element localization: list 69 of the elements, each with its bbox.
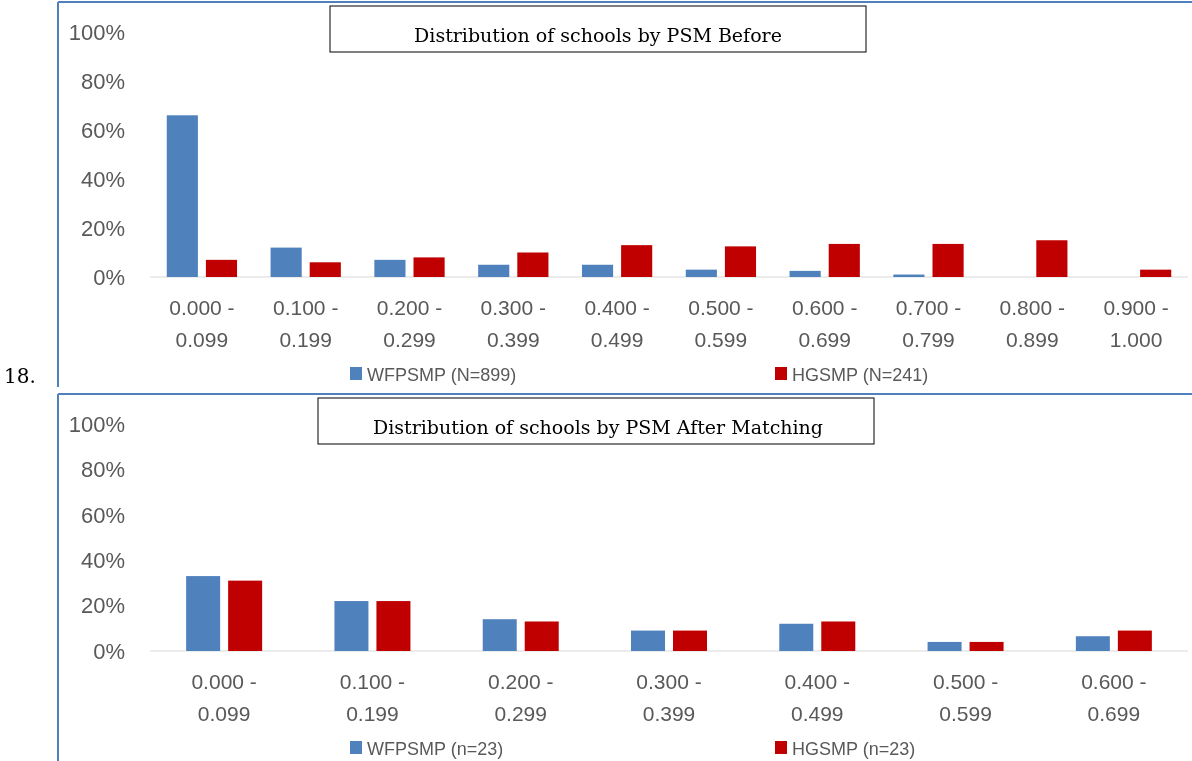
bar [186,576,221,651]
bar [1140,269,1172,277]
legend-label: HGSMP (n=23) [792,739,916,759]
bar [1117,630,1152,651]
bar [1036,240,1068,277]
bar [969,641,1004,651]
title-box: Distribution of schools by PSM After Matching [317,397,875,445]
bar [309,262,341,277]
x-tick-label: 0.500 - 0.599 [932,670,999,725]
y-tick-label: 80% [80,68,125,94]
x-tick-label: 0.100 - 0.199 [339,670,406,725]
legend-label: WFPSMP (n=23) [367,739,504,759]
bar [166,115,198,277]
bar [1075,636,1110,651]
bar [631,630,665,651]
bar [334,601,369,651]
bar [779,623,814,651]
bar [927,641,962,651]
bar [517,252,549,277]
bar [376,601,411,651]
bar [478,264,510,277]
y-tick-label: 40% [80,166,125,192]
x-tick-label: 0.100 - 0.199 [273,296,339,351]
bar [673,630,707,651]
y-tick-label: 40% [80,547,125,573]
x-tick-label: 0.600 - 0.699 [1081,670,1147,725]
bar [685,269,717,277]
y-tick-label: 60% [80,117,125,143]
bar [621,245,653,277]
bar [205,259,238,277]
x-tick-label: 0.000 - 0.099 [169,296,235,351]
text: 18. [4,364,36,388]
x-tick-label: 0.200 - 0.299 [376,296,443,351]
bar [374,259,406,277]
x-tick-label: 0.800 - 0.899 [999,296,1065,351]
x-tick-label: 0.400 - 0.499 [584,296,650,351]
bar [821,621,856,651]
chart-title: Distribution of schools by PSM Before [414,24,782,46]
legend-label: HGSMP (N=241) [792,365,929,385]
bar [789,270,821,277]
x-tick-label: 0.000 - 0.099 [191,670,257,725]
x-tick-label: 0.600 - 0.699 [792,296,858,351]
bar [581,264,614,277]
bar [524,621,559,651]
x-tick-label: 0.500 - 0.599 [688,296,754,351]
bar [228,580,263,651]
y-tick-label: 100% [68,19,125,45]
bar [828,243,860,277]
y-tick-label: 100% [68,411,125,437]
bar [482,619,517,651]
y-tick-label: 60% [80,502,125,528]
bar [724,246,757,277]
x-tick-label: 0.900 - 1.000 [1103,296,1169,351]
y-tick-label: 0% [93,638,125,664]
x-tick-label: 0.300 - 0.399 [636,670,702,725]
bar [932,243,964,277]
y-tick-label: 80% [80,457,125,483]
title-box: Distribution of schools by PSM Before [329,5,867,53]
y-tick-label: 20% [80,215,125,241]
chart-title: Distribution of schools by PSM After Matching [373,416,823,438]
x-tick-label: 0.700 - 0.799 [895,296,962,351]
bar [413,257,445,277]
x-tick-label: 0.200 - 0.299 [488,670,554,725]
x-tick-label: 0.400 - 0.499 [784,670,850,725]
y-tick-label: 0% [93,264,125,290]
bar [270,247,302,277]
legend-label: WFPSMP (N=899) [367,365,517,385]
x-tick-label: 0.300 - 0.399 [480,296,546,351]
y-tick-label: 20% [80,593,125,619]
